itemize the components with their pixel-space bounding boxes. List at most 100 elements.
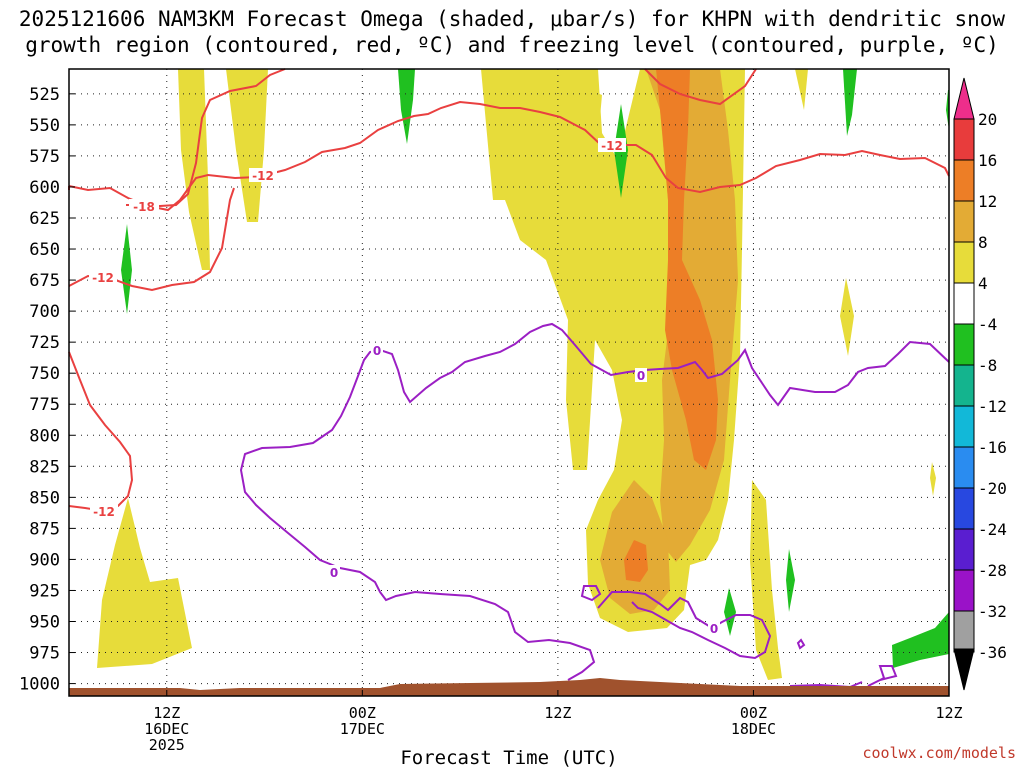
colorbar-swatches <box>953 77 975 691</box>
contour-label-minus12: -12 <box>249 168 277 183</box>
colorbar-swatch <box>953 77 975 120</box>
omega-upward-12-region <box>624 540 648 582</box>
colorbar-label: -4 <box>978 315 997 334</box>
colorbar-swatch <box>953 648 975 691</box>
y-tick-label: 675 <box>29 271 60 291</box>
contour-label-zero: 0 <box>328 565 340 580</box>
contour-label-zero: 0 <box>708 621 720 636</box>
y-tick-label: 975 <box>29 644 60 664</box>
x-tick-label: 12Z <box>544 704 571 722</box>
colorbar-swatch <box>953 323 975 366</box>
colorbar-label: -16 <box>978 438 1007 457</box>
x-tick-label: 12Z <box>935 704 962 722</box>
y-tick-label: 875 <box>29 519 60 539</box>
omega-downward-region <box>892 612 949 668</box>
ground-terrain <box>69 678 949 696</box>
freezing-level-lower-contour <box>597 591 772 660</box>
svg-text:-18: -18 <box>133 200 155 214</box>
omega-downward-region <box>843 69 857 136</box>
y-tick-label: 575 <box>29 147 60 167</box>
colorbar-label: -36 <box>978 643 1007 662</box>
y-tick-label: 925 <box>29 581 60 601</box>
contour-label-minus12: -12 <box>89 270 117 285</box>
svg-text:0: 0 <box>710 622 718 636</box>
y-tick-label: 700 <box>29 302 60 322</box>
freezing-level-main-contour <box>239 322 950 681</box>
y-axis-ticks: 525 550 575 600 625 650 675 700 725 750 775 800 825 8… <box>19 85 75 695</box>
y-tick-label: 725 <box>29 333 60 353</box>
colorbar-label: -12 <box>978 397 1007 416</box>
colorbar-swatch <box>953 446 975 489</box>
y-tick-label: 650 <box>29 240 60 260</box>
contour-label-zero: 0 <box>635 368 647 383</box>
colorbar-label: 4 <box>978 274 988 293</box>
freezing-level-lower-contour <box>580 585 602 602</box>
omega-upward-4-region <box>588 90 602 140</box>
omega-upward-4-region <box>840 278 854 356</box>
colorbar-swatch <box>953 528 975 571</box>
colorbar-label: 16 <box>978 151 997 170</box>
omega-upward-4-region <box>226 69 268 222</box>
y-tick-label: 825 <box>29 457 60 477</box>
y-tick-label: 525 <box>29 85 60 105</box>
colorbar-label: -8 <box>978 356 997 375</box>
omega-downward-region <box>121 224 132 314</box>
colorbar-swatch <box>953 569 975 612</box>
chart-title-line1: 2025121606 NAM3KM Forecast Omega (shaded… <box>19 7 1006 31</box>
colorbar-label: 8 <box>978 233 988 252</box>
y-tick-label: 900 <box>29 550 60 570</box>
colorbar-swatch <box>953 200 975 243</box>
omega-downward-region <box>724 588 736 636</box>
svg-text:0: 0 <box>637 369 645 383</box>
omega-downward-region <box>786 549 795 612</box>
omega-upward-4-region <box>97 498 192 668</box>
x-tick-label: 2025 <box>149 736 185 754</box>
colorbar: 20 16 12 8 4 -4 -8 -12 -16 -20 -24 -28 -32 -36 <box>953 77 1007 691</box>
y-tick-label: 950 <box>29 613 60 633</box>
colorbar-labels: 20 16 12 8 4 -4 -8 -12 -16 -20 -24 -28 -32 -36 <box>978 110 1007 662</box>
svg-text:-12: -12 <box>92 271 114 285</box>
svg-text:0: 0 <box>330 566 338 580</box>
chart-title-line2: growth region (contoured, red, ºC) and f… <box>25 33 999 57</box>
x-tick-label: 12Z <box>153 704 180 722</box>
dgz-minus12-upper-branch <box>644 68 757 106</box>
y-tick-label: 750 <box>29 364 60 384</box>
omega-upward-4-region <box>750 480 782 680</box>
y-tick-label: 625 <box>29 209 60 229</box>
colorbar-label: -20 <box>978 479 1007 498</box>
contour-label-minus18: -18 <box>129 199 159 214</box>
x-tick-label: 00Z <box>740 704 767 722</box>
contour-label-minus12: -12 <box>598 138 626 153</box>
colorbar-swatch <box>953 405 975 448</box>
credit-text: coolwx.com/models <box>862 744 1016 762</box>
dgz-minus12-upper-contour <box>68 100 950 212</box>
y-tick-label: 600 <box>29 178 60 198</box>
colorbar-label: 12 <box>978 192 997 211</box>
freezing-level-lower-contour <box>867 665 898 687</box>
contour-labels: -18 -12 -12 -12 -12 0 <box>89 138 720 636</box>
omega-upward-4-region <box>795 69 808 110</box>
contour-label-zero: 0 <box>371 343 383 358</box>
x-axis-label: Forecast Time (UTC) <box>400 747 617 768</box>
svg-text:-12: -12 <box>601 139 623 153</box>
svg-text:-12: -12 <box>252 169 274 183</box>
freezing-level-lower-contour <box>796 638 806 650</box>
colorbar-swatch <box>953 118 975 161</box>
plot-border <box>68 68 950 697</box>
omega-upward-4-region <box>930 462 936 496</box>
y-tick-label: 1000 <box>19 675 60 695</box>
y-tick-label: 800 <box>29 426 60 446</box>
x-tick-label: 16DEC <box>144 720 189 738</box>
svg-text:0: 0 <box>373 344 381 358</box>
colorbar-label: -24 <box>978 520 1007 539</box>
omega-downward-region <box>398 69 415 144</box>
x-tick-label: 17DEC <box>340 720 385 738</box>
x-tick-label: 00Z <box>349 704 376 722</box>
colorbar-swatch <box>953 282 975 325</box>
colorbar-label: -28 <box>978 561 1007 580</box>
colorbar-swatch <box>953 364 975 407</box>
y-tick-label: 550 <box>29 116 60 136</box>
colorbar-swatch <box>953 241 975 284</box>
